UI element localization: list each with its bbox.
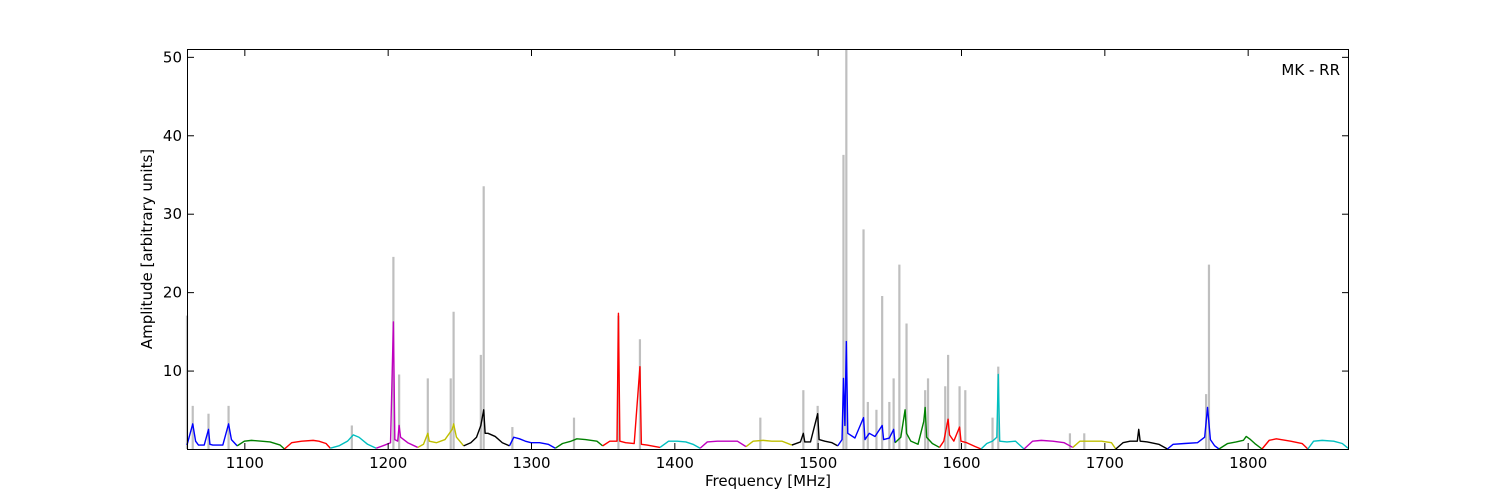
- x-tick-label: 1300: [512, 454, 550, 472]
- series-line: [554, 438, 604, 449]
- y-axis-label: Amplitude [arbitrary units]: [138, 149, 156, 349]
- x-tick-label: 1700: [1086, 454, 1124, 472]
- series-line: [284, 439, 331, 450]
- y-tick-label: 40: [163, 127, 182, 145]
- series-line: [602, 312, 661, 449]
- raw-spectrum-layer: [185, 49, 1211, 449]
- series-line: [1023, 439, 1074, 450]
- x-tick-label: 1400: [656, 454, 694, 472]
- y-axis-ticks: 10 20 30 40 50: [163, 48, 1349, 380]
- series-line: [745, 439, 793, 448]
- series-line: [463, 409, 510, 447]
- series-line: [791, 413, 839, 447]
- series-line: [938, 418, 982, 450]
- series-layer: [186, 312, 1349, 450]
- series-line: [837, 340, 896, 447]
- chart-annotation: MK - RR: [1281, 61, 1340, 79]
- series-line: [375, 321, 419, 449]
- series-line: [1115, 428, 1168, 450]
- series-line: [508, 436, 556, 449]
- plot-frame: [187, 49, 1349, 450]
- series-line: [1072, 440, 1117, 450]
- series-line: [417, 423, 465, 449]
- series-line: [699, 440, 747, 449]
- x-tick-label: 1200: [369, 454, 407, 472]
- x-tick-label: 1800: [1229, 454, 1267, 472]
- series-line: [980, 373, 1025, 450]
- series-line: [1261, 438, 1309, 450]
- series-line: [330, 434, 377, 449]
- y-tick-label: 20: [163, 284, 182, 302]
- series-line: [1166, 406, 1220, 450]
- x-tick-label: 1600: [942, 454, 980, 472]
- x-tick-label: 1500: [799, 454, 837, 472]
- x-tick-label: 1100: [226, 454, 264, 472]
- y-tick-label: 30: [163, 205, 182, 223]
- series-line: [894, 406, 940, 449]
- y-tick-label: 50: [163, 48, 182, 66]
- series-line: [659, 440, 701, 449]
- series-line: [236, 439, 285, 450]
- y-tick-label: 10: [163, 362, 182, 380]
- series-line: [186, 423, 238, 447]
- x-axis-label: Frequency [MHz]: [705, 472, 831, 490]
- x-axis-ticks: 1100 1200 1300 1400 1500 1600 1700 1800: [226, 49, 1267, 472]
- series-line: [1218, 435, 1263, 450]
- series-line: [1307, 439, 1349, 450]
